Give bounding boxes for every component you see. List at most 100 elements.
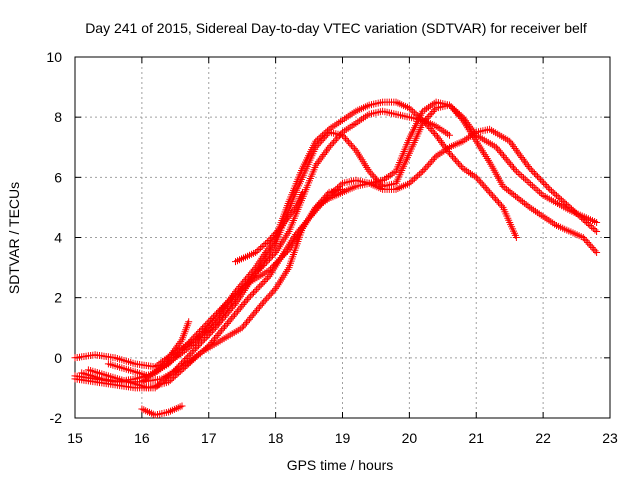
data-point [517,196,525,204]
data-point [319,135,327,143]
data-point [347,141,355,149]
data-point [409,107,417,115]
data-point [498,202,505,210]
data-point [248,290,256,298]
data-point [316,138,324,146]
data-point [591,226,599,234]
data-point [573,209,581,217]
data-point [576,212,584,220]
data-point [254,284,262,292]
data-point [193,343,201,351]
data-point [410,109,418,117]
data-point [426,111,434,119]
data-point [260,256,268,264]
data-point [243,295,251,303]
data-point [261,296,269,304]
data-point [428,109,436,117]
data-point [320,151,328,158]
data-point [180,344,188,352]
data-point [220,302,228,309]
data-point [266,235,274,243]
data-point [484,187,492,195]
data-point [447,151,455,159]
data-point [538,177,546,185]
data-point [535,174,543,182]
data-point [175,349,183,356]
data-point [325,143,333,151]
data-point [170,373,178,381]
data-point [179,345,186,353]
data-point [161,359,169,367]
data-point [191,332,199,340]
data-point [330,138,338,146]
data-point [563,200,570,208]
data-point [263,295,271,303]
data-point [591,247,599,255]
data-point [505,159,513,167]
series-track-4 [78,98,601,386]
data-point [590,245,598,253]
data-point [419,167,427,175]
data-point [519,155,527,163]
data-point [167,350,175,358]
data-point [257,281,265,289]
data-point [370,172,378,180]
series-track-7 [138,402,186,419]
data-point [446,149,453,157]
data-point [507,139,515,147]
data-point [492,143,500,151]
data-point [321,149,329,157]
data-point [512,167,520,175]
y-tick-labels: -2 0 2 4 6 8 10 [46,49,62,426]
data-point [499,182,507,190]
data-point [313,160,321,167]
data-point [237,286,244,294]
data-point [587,242,595,250]
x-axis-label: GPS time / hours [287,457,394,473]
data-point [253,307,260,315]
data-point [182,342,190,350]
data-point [251,308,259,316]
data-point [593,228,601,235]
data-point [172,352,180,360]
data-point [189,334,197,342]
data-point [255,246,263,253]
data-point [253,247,261,255]
data-point [549,188,557,196]
data-point [527,166,535,174]
data-point [185,318,193,326]
data-point [216,315,223,323]
data-point [481,183,489,191]
data-point [579,234,587,241]
data-point [281,218,289,226]
data-point [298,188,306,196]
data-point [449,153,456,161]
data-point [253,286,261,294]
data-point [262,276,270,284]
data-point [429,108,437,115]
axis-ticks [74,56,611,419]
data-point [188,336,196,344]
data-point [581,235,589,243]
data-point [222,306,230,314]
data-point [196,328,203,335]
data-point [252,249,260,256]
data-point [267,247,275,255]
data-point [242,282,249,290]
data-point [435,135,443,143]
data-point [284,247,291,255]
y-tick-label: 8 [54,109,62,125]
data-point [585,240,593,248]
data-point [217,305,225,313]
data-point [195,342,202,350]
data-point [420,166,428,174]
data-point [243,319,250,327]
data-point [583,219,591,226]
data-point [224,305,231,312]
data-point [449,105,456,112]
data-point [551,190,559,198]
data-point [277,223,285,231]
data-point [233,307,241,315]
data-point [322,132,330,140]
data-point [530,169,538,177]
